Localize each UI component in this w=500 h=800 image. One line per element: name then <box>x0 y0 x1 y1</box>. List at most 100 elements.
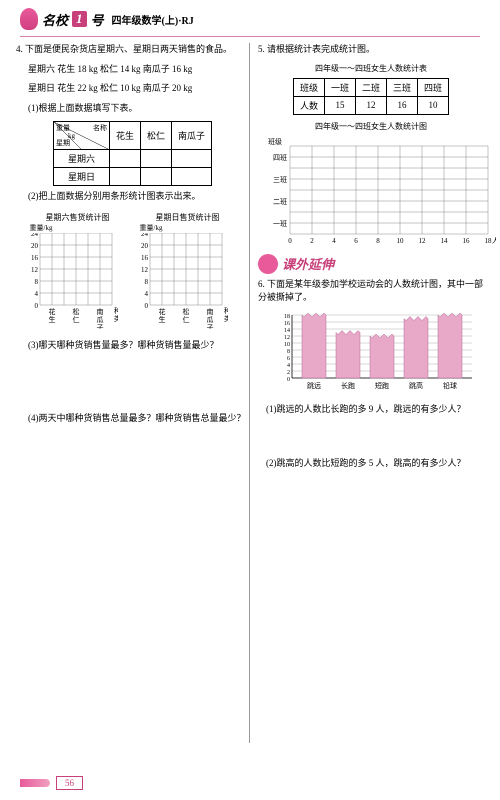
svg-text:4: 4 <box>34 290 38 298</box>
cell <box>140 150 171 168</box>
svg-text:人数: 人数 <box>492 236 496 244</box>
svg-text:16: 16 <box>141 254 149 262</box>
q4-chart2: 星期日售货统计图 重量/kg 24201612840花生松仁南瓜子种类 <box>136 210 240 331</box>
svg-text:6: 6 <box>287 356 290 362</box>
svg-text:24: 24 <box>141 233 149 238</box>
brand-logo: 名校 1 号 <box>20 8 104 30</box>
page-header: 名校 1 号 四年级数学(上)·RJ <box>0 0 500 34</box>
q4-col3: 南瓜子 <box>172 122 212 150</box>
svg-text:生: 生 <box>48 315 55 324</box>
q5-h3: 三班 <box>387 78 418 96</box>
section-banner: 课外延伸 <box>258 254 484 274</box>
q5-h2: 二班 <box>355 78 386 96</box>
q4-charts: 星期六售货统计图 重量/kg 24201612840花生松仁南瓜子种类 星期日售… <box>16 210 249 331</box>
page-subtitle: 四年级数学(上)·RJ <box>112 12 194 27</box>
q5-v0: 15 <box>324 96 355 114</box>
svg-text:一班: 一班 <box>273 219 287 228</box>
svg-text:长跑: 长跑 <box>341 381 355 390</box>
svg-text:2: 2 <box>287 370 290 376</box>
cell <box>109 168 140 186</box>
svg-text:8: 8 <box>376 237 380 244</box>
q4-sub3: (3)哪天哪种货销售量最多？哪种货销售量最少？ <box>16 339 249 353</box>
q5-v1: 12 <box>355 96 386 114</box>
svg-text:铅球: 铅球 <box>443 381 457 390</box>
svg-text:松: 松 <box>72 307 79 316</box>
q4-col1: 花生 <box>109 122 140 150</box>
svg-text:子: 子 <box>96 324 103 329</box>
svg-text:四班: 四班 <box>273 153 287 162</box>
svg-text:12: 12 <box>31 266 39 274</box>
svg-text:8: 8 <box>144 278 148 286</box>
svg-text:0: 0 <box>34 302 38 310</box>
chart1-title: 星期六售货统计图 <box>26 212 130 223</box>
q4-sub2: (2)把上面数据分别用条形统计图表示出来。 <box>16 190 249 204</box>
banner-icon <box>258 254 278 274</box>
header-divider <box>20 36 480 37</box>
q5-grid: 班级四班三班二班一班024681012141618人数 <box>268 136 484 246</box>
q4-sub4: (4)两天中哪种货销售总量最多？哪种货销售总量最少？ <box>16 412 249 426</box>
svg-text:14: 14 <box>441 237 449 244</box>
svg-text:0: 0 <box>144 302 148 310</box>
svg-text:南: 南 <box>96 307 103 316</box>
q5-v2: 16 <box>387 96 418 114</box>
svg-text:仁: 仁 <box>72 315 79 324</box>
svg-text:二班: 二班 <box>273 197 287 206</box>
svg-text:类: 类 <box>114 314 118 323</box>
brand-text: 名校 <box>42 10 68 29</box>
diag-tr: 名称 <box>93 123 107 133</box>
svg-text:20: 20 <box>141 242 149 250</box>
q5: 5. 请根据统计表完成统计图。 <box>258 43 484 57</box>
svg-text:16: 16 <box>284 321 290 327</box>
svg-text:种: 种 <box>114 306 118 315</box>
q5-v3: 10 <box>418 96 449 114</box>
svg-text:南: 南 <box>206 307 213 316</box>
q4-row2: 星期日 <box>53 168 109 186</box>
grid1: 24201612840花生松仁南瓜子种类 <box>26 233 130 331</box>
svg-text:短跑: 短跑 <box>375 381 389 390</box>
q4-sat: 星期六 花生 18 kg 松仁 14 kg 南瓜子 16 kg <box>16 63 249 77</box>
q5-table-title: 四年级一～四班女生人数统计表 <box>258 63 484 74</box>
q6-text: 下面是某年级参加学校运动会的人数统计图，其中一部分被撕掉了。 <box>258 279 483 303</box>
svg-text:花: 花 <box>48 307 55 316</box>
q5-rl: 人数 <box>293 96 324 114</box>
pencil-icon <box>20 779 50 787</box>
svg-text:10: 10 <box>397 237 405 244</box>
banner-text: 课外延伸 <box>282 254 334 273</box>
q5-text: 请根据统计表完成统计图。 <box>267 44 375 54</box>
q6-num: 6. <box>258 279 265 289</box>
svg-text:10: 10 <box>284 342 290 348</box>
svg-text:类: 类 <box>224 314 228 323</box>
q4-text: 下面是便民杂货店星期六、星期日两天销售的食品。 <box>25 44 232 54</box>
svg-text:三班: 三班 <box>273 175 287 184</box>
svg-text:4: 4 <box>287 363 290 369</box>
y-label2: 重量/kg <box>136 223 240 233</box>
svg-text:18: 18 <box>485 237 493 244</box>
page-number: 56 <box>56 776 83 790</box>
svg-text:瓜: 瓜 <box>206 316 213 324</box>
q4-sub1: (1)根据上面数据填写下表。 <box>16 102 249 116</box>
q4-sun: 星期日 花生 22 kg 松仁 10 kg 南瓜子 20 kg <box>16 82 249 96</box>
q6-sub2: (2)跳高的人数比短跑的多 5 人，跳高的有多少人？ <box>266 456 484 470</box>
q5-num: 5. <box>258 44 265 54</box>
svg-text:跳远: 跳远 <box>307 381 321 390</box>
cell <box>172 150 212 168</box>
cell <box>109 150 140 168</box>
left-column: 4. 下面是便民杂货店星期六、星期日两天销售的食品。 星期六 花生 18 kg … <box>16 43 249 743</box>
q4-row1: 星期六 <box>53 150 109 168</box>
svg-text:花: 花 <box>158 307 165 316</box>
svg-text:20: 20 <box>31 242 39 250</box>
svg-text:12: 12 <box>141 266 149 274</box>
brand-suffix: 号 <box>91 10 104 29</box>
svg-text:跳高: 跳高 <box>409 381 423 390</box>
q5-table: 班级 一班 二班 三班 四班 人数 15 12 16 10 <box>293 78 449 115</box>
svg-text:4: 4 <box>144 290 148 298</box>
diag-unit: kg <box>68 132 75 140</box>
svg-text:4: 4 <box>332 237 336 244</box>
q4-diag-cell: 重量 名称 星期 kg <box>53 122 109 150</box>
svg-text:子: 子 <box>206 324 213 329</box>
cell <box>140 168 171 186</box>
svg-text:班级: 班级 <box>268 137 282 146</box>
svg-text:仁: 仁 <box>182 315 189 324</box>
q6: 6. 下面是某年级参加学校运动会的人数统计图，其中一部分被撕掉了。 <box>258 278 484 305</box>
svg-text:16: 16 <box>463 237 471 244</box>
